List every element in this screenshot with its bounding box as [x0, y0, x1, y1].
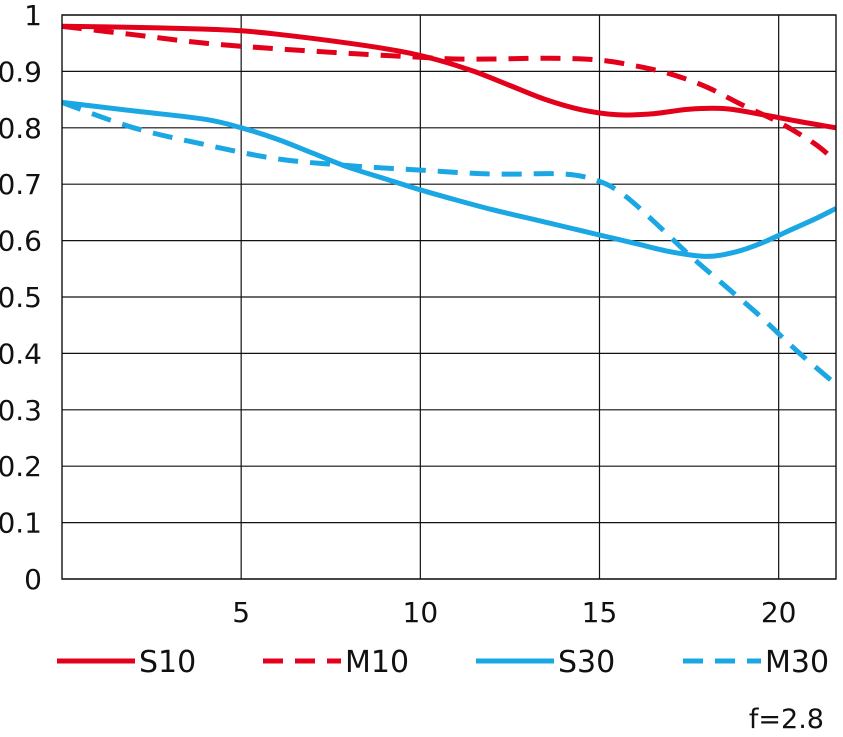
legend-item-s10: S10 — [57, 645, 196, 680]
legend-item-s30: S30 — [476, 645, 615, 680]
legend-label: S30 — [558, 645, 615, 680]
series-line-s30 — [62, 99, 836, 259]
y-tick-label: 0.7 — [0, 168, 42, 201]
y-tick-label: 0.9 — [0, 55, 42, 88]
x-tick-label: 20 — [761, 596, 797, 629]
y-tick-label: 0.6 — [0, 225, 42, 258]
y-tick-label: 0.5 — [0, 281, 42, 314]
plot-frame — [61, 14, 837, 580]
x-tick-label: 15 — [582, 596, 618, 629]
y-tick-label: 0.4 — [0, 337, 42, 370]
x-tick-label: 5 — [232, 596, 250, 629]
x-tick-label: 10 — [403, 596, 439, 629]
legend-label: M30 — [765, 645, 829, 680]
y-tick-label: 1 — [24, 0, 42, 32]
series-line-m10 — [62, 23, 836, 164]
tick-labels: 00.10.20.30.40.50.60.70.80.915 10 15 20 — [0, 0, 796, 629]
legend-item-m30: M30 — [683, 645, 829, 680]
legend-label: M10 — [345, 645, 409, 680]
series-line-m30 — [62, 100, 836, 387]
y-tick-label: 0 — [24, 563, 42, 596]
y-tick-label: 0.1 — [0, 507, 42, 540]
y-tick-label: 0.3 — [0, 394, 42, 427]
y-tick-label: 0.2 — [0, 450, 42, 483]
legend: S10 M10 S30 M30 — [57, 645, 829, 680]
y-tick-label: 0.8 — [0, 112, 42, 145]
legend-item-m10: M10 — [263, 645, 409, 680]
aperture-annotation: f=2.8 — [749, 704, 824, 735]
grid — [62, 14, 836, 580]
series-lines — [62, 23, 836, 387]
legend-label: S10 — [139, 645, 196, 680]
series-line-s10 — [62, 23, 836, 131]
